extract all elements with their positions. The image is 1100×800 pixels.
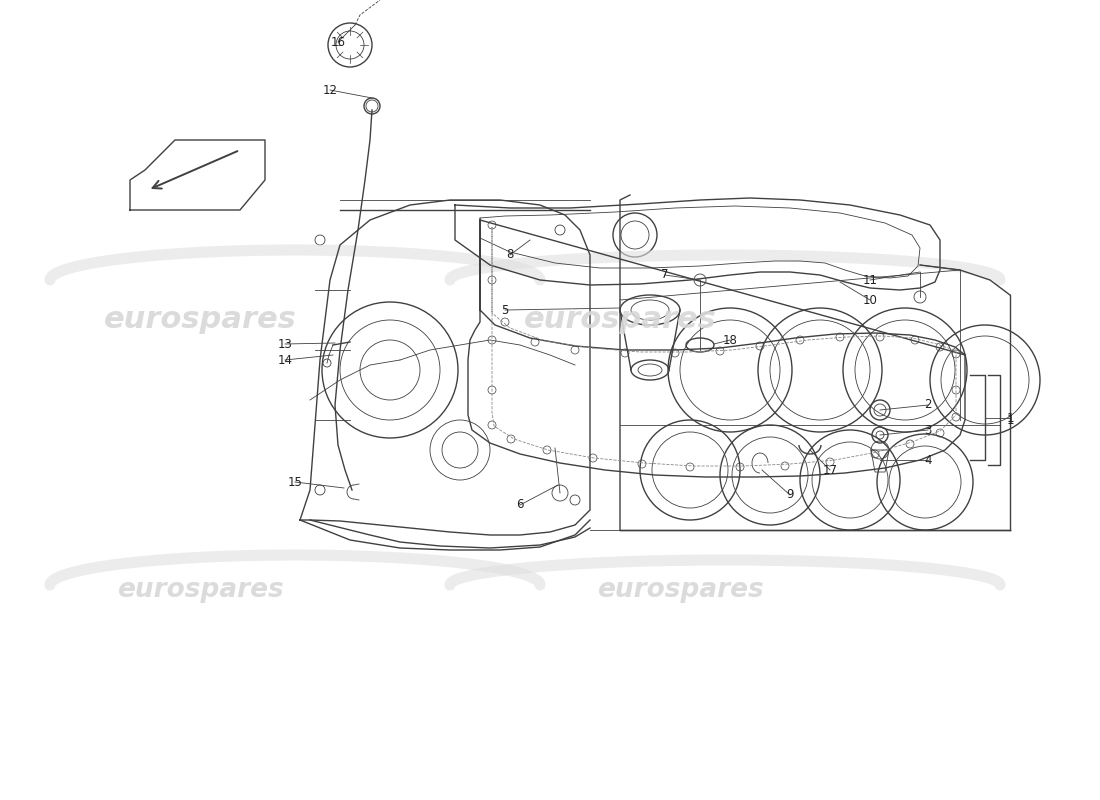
Text: 5: 5 xyxy=(502,303,508,317)
Text: eurospares: eurospares xyxy=(103,306,296,334)
Text: 2: 2 xyxy=(924,398,932,411)
Text: 17: 17 xyxy=(823,463,837,477)
Text: 1: 1 xyxy=(1006,411,1014,425)
Text: 6: 6 xyxy=(516,498,524,511)
Text: 13: 13 xyxy=(277,338,293,350)
Text: eurospares: eurospares xyxy=(596,577,763,603)
Text: 12: 12 xyxy=(322,83,338,97)
Text: 16: 16 xyxy=(330,35,345,49)
Text: 11: 11 xyxy=(862,274,878,286)
Text: 9: 9 xyxy=(786,489,794,502)
Text: 3: 3 xyxy=(924,423,932,437)
Text: 4: 4 xyxy=(924,454,932,466)
Text: 1: 1 xyxy=(1006,414,1014,426)
Text: 7: 7 xyxy=(661,269,669,282)
Text: 14: 14 xyxy=(277,354,293,366)
Text: 18: 18 xyxy=(723,334,737,346)
Text: eurospares: eurospares xyxy=(524,306,716,334)
Text: eurospares: eurospares xyxy=(117,577,284,603)
Text: 8: 8 xyxy=(506,249,514,262)
Text: 15: 15 xyxy=(287,475,303,489)
Text: 10: 10 xyxy=(862,294,878,306)
